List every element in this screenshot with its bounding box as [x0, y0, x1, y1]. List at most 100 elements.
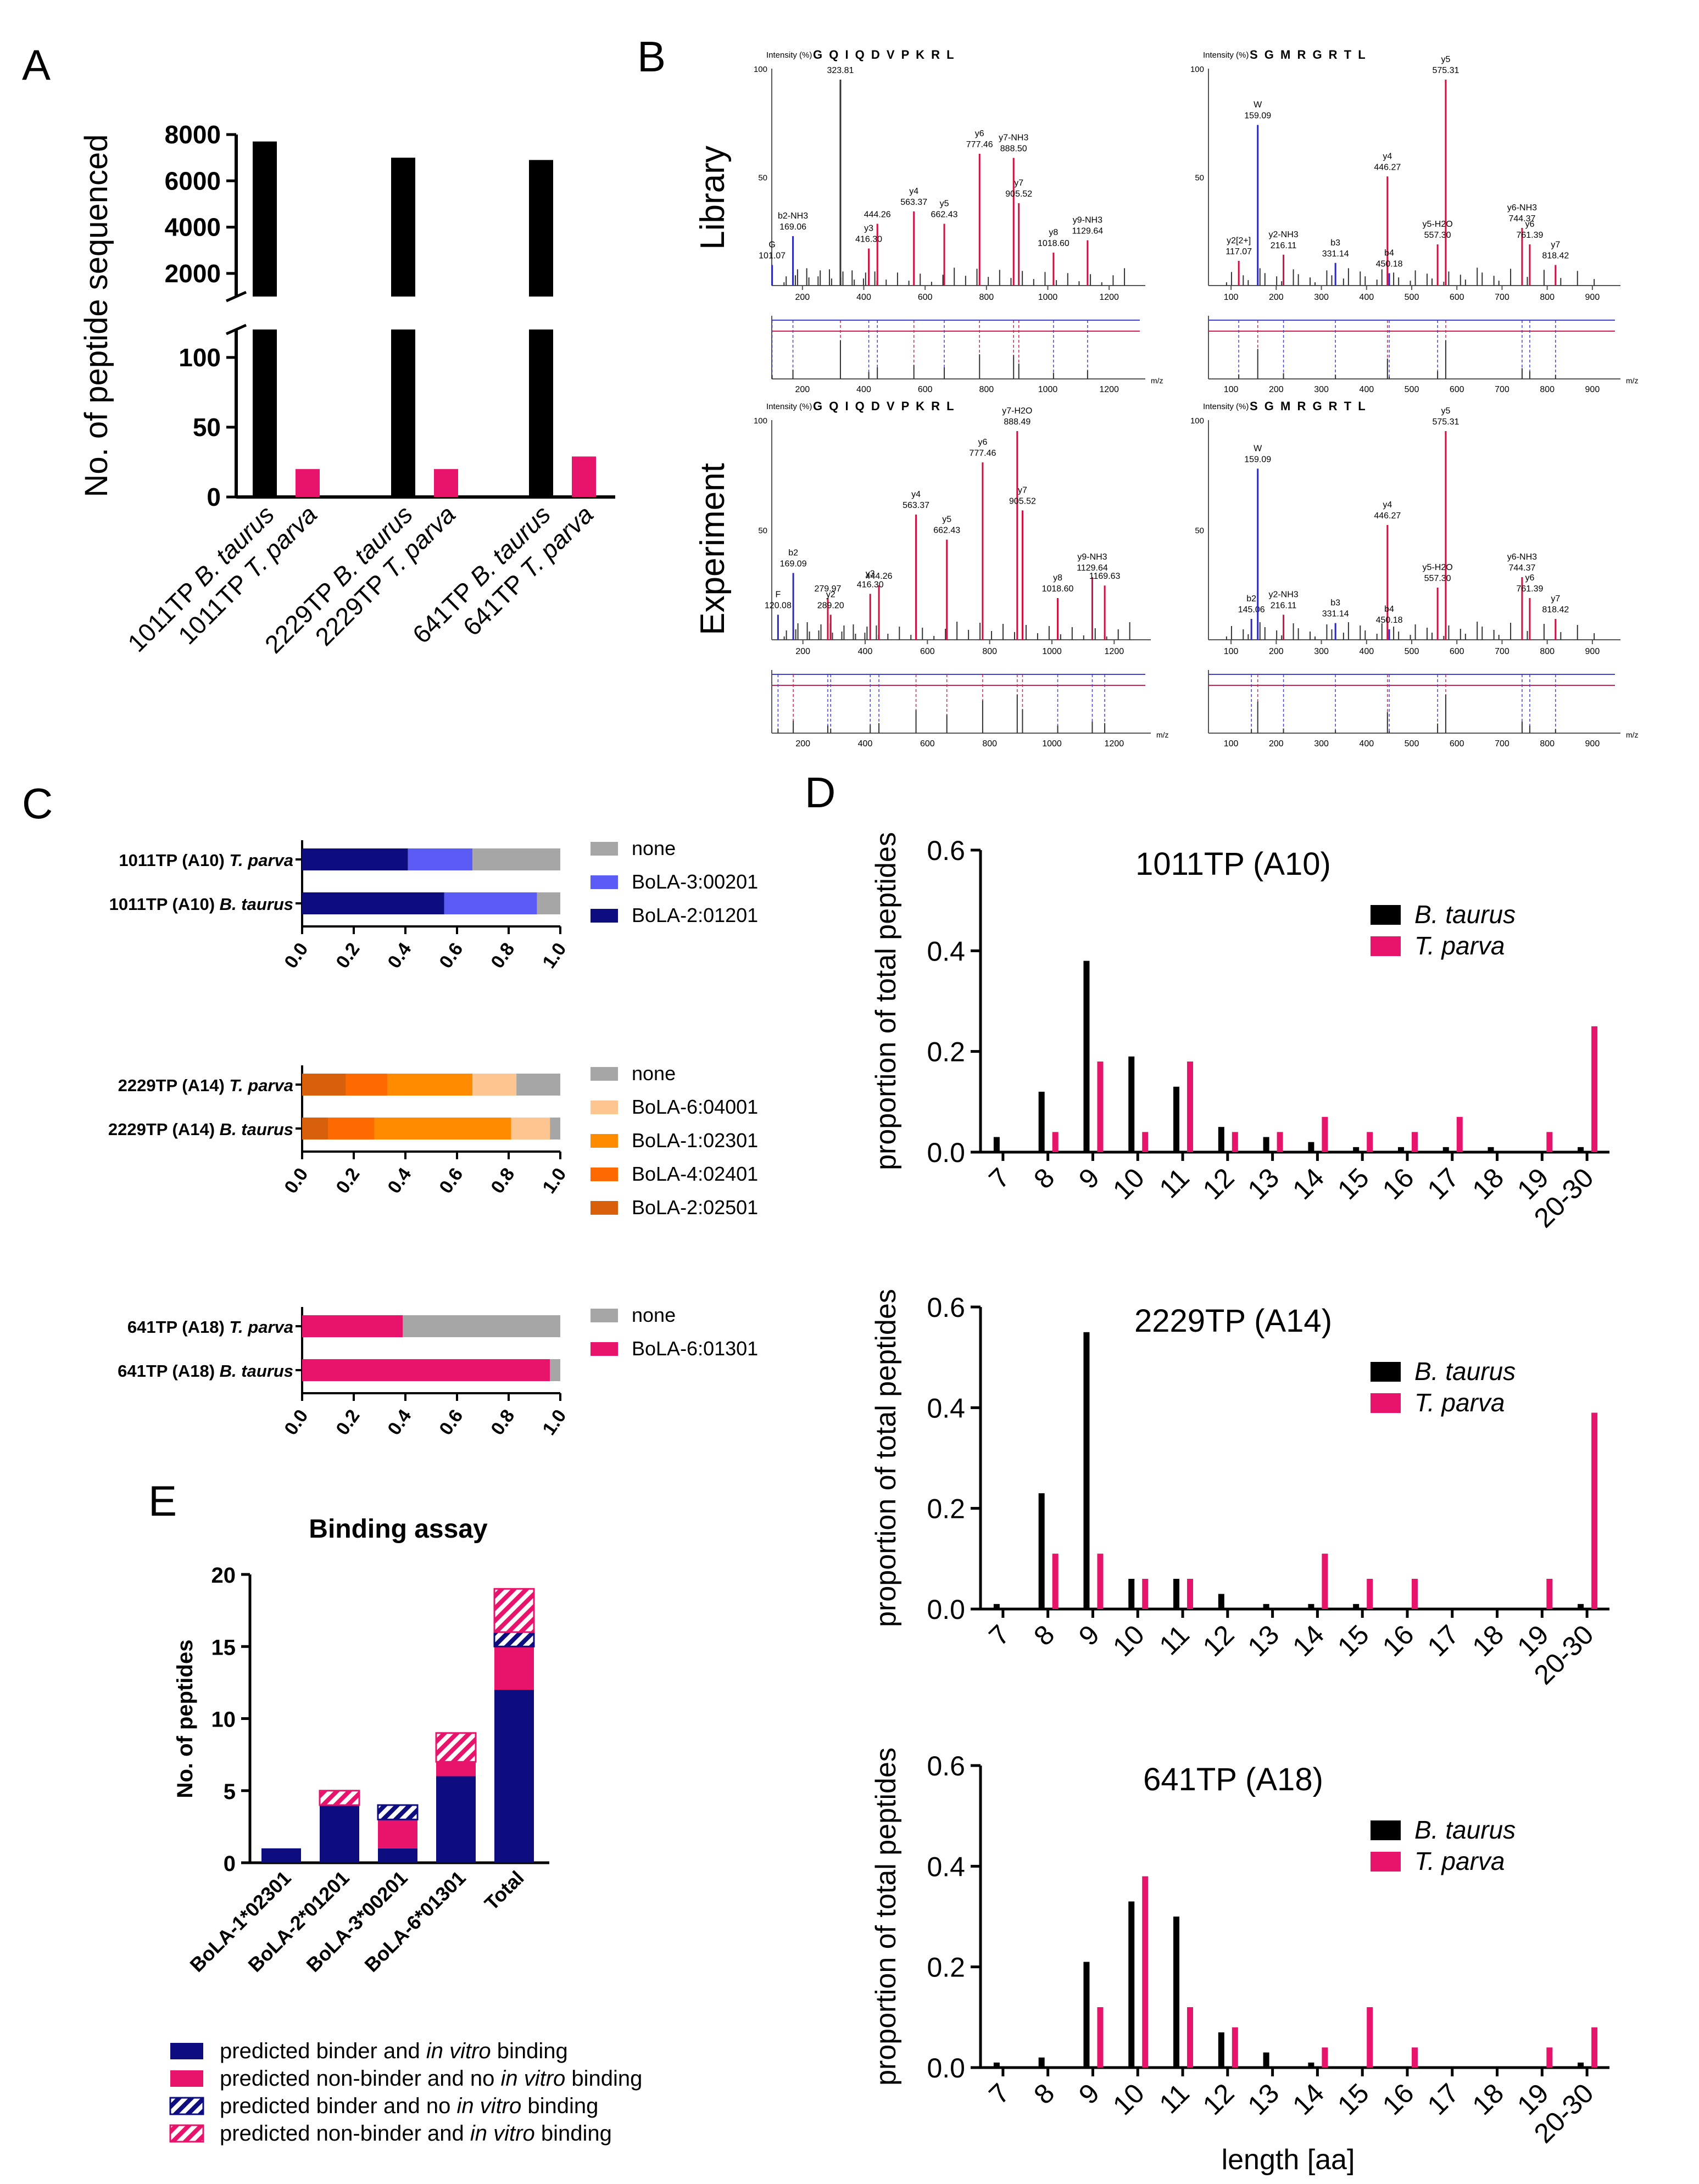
- peak-label: b2: [788, 548, 798, 557]
- row-label-sample: 1011TP (A10): [119, 851, 229, 870]
- spectrum-x-tick-label: 1200: [1105, 647, 1124, 656]
- bar-b-taurus: [1128, 1901, 1135, 2068]
- peak-value: 101.07: [759, 252, 786, 261]
- legend-label: BoLA-2:01201: [632, 904, 758, 926]
- peak-value: 662.43: [931, 210, 958, 220]
- stacked-segment-bola-2-02501: [302, 1074, 346, 1096]
- stacked-segment-hatched: [493, 1631, 535, 1647]
- legend-label-part: in vitro: [470, 2121, 535, 2146]
- bar-t-parva: [1591, 1412, 1598, 1609]
- panel-e-binding-assay: Binding assay 0 5 10 15 20 No. of peptides BoLA…: [169, 1515, 642, 2146]
- x-tick-label: 13: [1241, 2077, 1285, 2121]
- spectrum-x-tick-label: 800: [1540, 293, 1555, 302]
- map-x-tick-label: 300: [1314, 739, 1329, 749]
- legend-swatch: [1371, 1362, 1401, 1382]
- bar-t-parva: [1187, 1579, 1194, 1609]
- x-tick-label: BoLA-1*02301: [185, 1867, 295, 1976]
- y-tick-label: 100: [179, 343, 221, 372]
- legend-swatch: [591, 842, 618, 856]
- peak-label: y3: [864, 224, 873, 233]
- x-tick-label: BoLA-6*01301: [360, 1867, 470, 1976]
- stacked-segment-bola-2-01201: [302, 892, 444, 914]
- x-tick-label: 16: [1377, 1619, 1420, 1662]
- row-label-sample: 641TP (A18): [127, 1317, 230, 1337]
- bar-t-parva: [1546, 1579, 1553, 1609]
- peak-value: 1018.60: [1038, 239, 1069, 248]
- y-tick-label: 0.0: [927, 1594, 965, 1625]
- legend-label-part: predicted non-binder and: [220, 2121, 470, 2146]
- bar-b-taurus: [1488, 1147, 1494, 1152]
- legend-swatch: [170, 2070, 203, 2087]
- x-tick-label: 10: [1107, 2077, 1150, 2121]
- peak-value: 446.27: [1374, 511, 1401, 521]
- peak-label: y7: [1018, 485, 1027, 495]
- bar-b-taurus: [1578, 1604, 1584, 1609]
- peak-value: 323.81: [827, 66, 854, 75]
- stacked-segment-bola-2-02501: [302, 1118, 328, 1140]
- legend-label-part: predicted non-binder and no: [220, 2066, 500, 2091]
- x-tick-label: 13: [1241, 1619, 1285, 1662]
- stacked-segment-solid: [261, 1848, 301, 1863]
- stacked-segment-solid: [494, 1646, 534, 1690]
- map-x-tick-label: 200: [795, 385, 810, 394]
- peak-value: 444.26: [864, 210, 891, 220]
- bar-t-parva: [1411, 1579, 1418, 1609]
- legend-swatch: [591, 1101, 618, 1114]
- peak-value: 145.06: [1238, 605, 1265, 615]
- y-tick-label: 0.2: [927, 1952, 965, 1983]
- spectrum-y-tick: 50: [1195, 174, 1204, 183]
- stacked-segment-bola-6-01301: [302, 1315, 403, 1337]
- x-tick-label: 14: [1286, 1162, 1330, 1205]
- peak-value: 563.37: [900, 198, 927, 207]
- peak-value: 1018.60: [1042, 584, 1074, 594]
- row-label-sample: 2229TP (A14): [118, 1076, 230, 1095]
- row-label-species: T. parva: [229, 1076, 293, 1095]
- x-axis-title: length [aa]: [1222, 2144, 1355, 2176]
- row-label: 1011TP (A10) T. parva: [119, 851, 293, 870]
- stacked-segment-hatched: [493, 1588, 535, 1633]
- legend-label: predicted non-binder and in vitro bindin…: [220, 2121, 612, 2146]
- y-tick-label: 0.2: [927, 1494, 965, 1524]
- legend-swatch: [1371, 1852, 1401, 1872]
- stacked-segment-bola-1-02301: [374, 1118, 511, 1140]
- legend-label-part: in vitro: [426, 2039, 491, 2063]
- x-tick-label: 0.8: [487, 1164, 519, 1198]
- stacked-segment-hatched: [377, 1804, 419, 1820]
- peak-value: 216.11: [1271, 241, 1297, 250]
- stacked-segment-none: [403, 1315, 560, 1337]
- spectrum-x-tick-label: 400: [858, 647, 873, 656]
- x-tick-label: 8: [1028, 2077, 1060, 2110]
- y-tick-label: 10: [211, 1708, 236, 1732]
- peak-label: y8: [1049, 228, 1058, 237]
- spectrum-intensity-title: Intensity (%): [766, 402, 812, 411]
- peak-value: 761.39: [1516, 231, 1543, 240]
- stacked-segment-solid: [378, 1819, 417, 1848]
- peak-value: 159.09: [1244, 455, 1271, 464]
- y-tick-label: 8000: [165, 120, 221, 149]
- stacked-segment-none: [537, 892, 560, 914]
- legend-label: none: [632, 1062, 676, 1085]
- row-label: 641TP (A18) B. taurus: [118, 1361, 293, 1381]
- bar-b-taurus: [1173, 1579, 1180, 1609]
- legend-swatch: [591, 875, 618, 889]
- panel-a-chart: 0 50 100 2000 4000 6000 8000 No. of peptide seq…: [79, 120, 615, 659]
- stacked-segment-solid: [378, 1848, 417, 1863]
- bar-b-taurus: [1173, 1917, 1180, 2068]
- y-tick-label: 0.6: [927, 1751, 965, 1781]
- legend-label-part: binding: [565, 2066, 642, 2091]
- x-tick-label: 1.0: [538, 1164, 570, 1198]
- bar-b-taurus: [1038, 1092, 1045, 1152]
- y-tick-label: 20: [211, 1563, 236, 1588]
- row-label: 1011TP (A10) B. taurus: [109, 895, 293, 914]
- y-tick-label: 5: [224, 1780, 236, 1804]
- legend-label: predicted binder and no in vitro binding: [220, 2094, 598, 2118]
- legend-swatch: [1371, 1393, 1401, 1413]
- peak-label: y5-H2O: [1423, 220, 1453, 229]
- spectrum-x-tick-label: 200: [795, 293, 810, 302]
- peak-label: y5: [942, 515, 951, 524]
- bar-b-taurus: [1308, 2062, 1314, 2068]
- legend-label: B. taurus: [1414, 1357, 1516, 1386]
- legend-label: BoLA-6:04001: [632, 1096, 758, 1118]
- legend-label: T. parva: [1414, 1847, 1505, 1875]
- x-tick-label: 12: [1197, 1162, 1240, 1205]
